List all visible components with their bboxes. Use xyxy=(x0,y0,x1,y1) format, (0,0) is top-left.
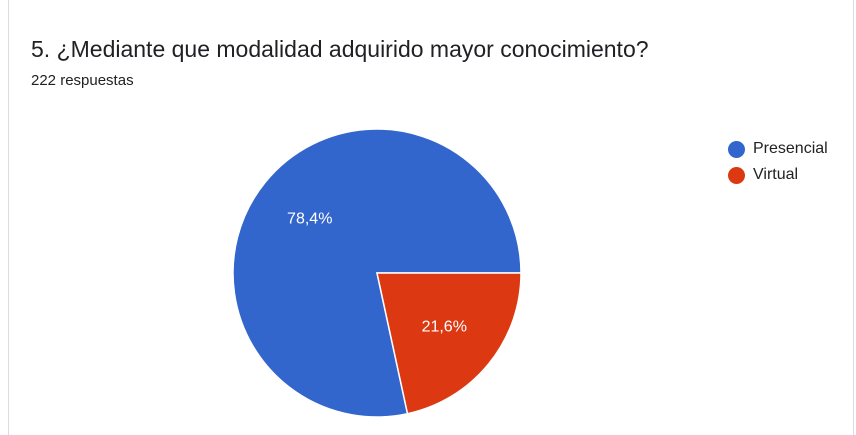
question-title: 5. ¿Mediante que modalidad adquirido may… xyxy=(31,36,649,62)
pie-slice-label-presencial: 78,4% xyxy=(287,210,332,227)
pie-slice-presencial[interactable] xyxy=(232,128,522,418)
legend-item-presencial[interactable]: Presencial xyxy=(728,137,828,161)
pie-slice-label-virtual: 21,6% xyxy=(422,319,467,336)
legend-item-virtual[interactable]: Virtual xyxy=(728,163,828,187)
legend-label-presencial: Presencial xyxy=(753,140,828,157)
chart-legend: Presencial Virtual xyxy=(728,137,828,189)
legend-swatch-virtual xyxy=(728,166,745,184)
response-count: 222 respuestas xyxy=(31,72,134,89)
legend-swatch-presencial xyxy=(728,140,745,158)
legend-label-virtual: Virtual xyxy=(753,166,799,183)
pie-slice-virtual[interactable] xyxy=(376,272,522,415)
